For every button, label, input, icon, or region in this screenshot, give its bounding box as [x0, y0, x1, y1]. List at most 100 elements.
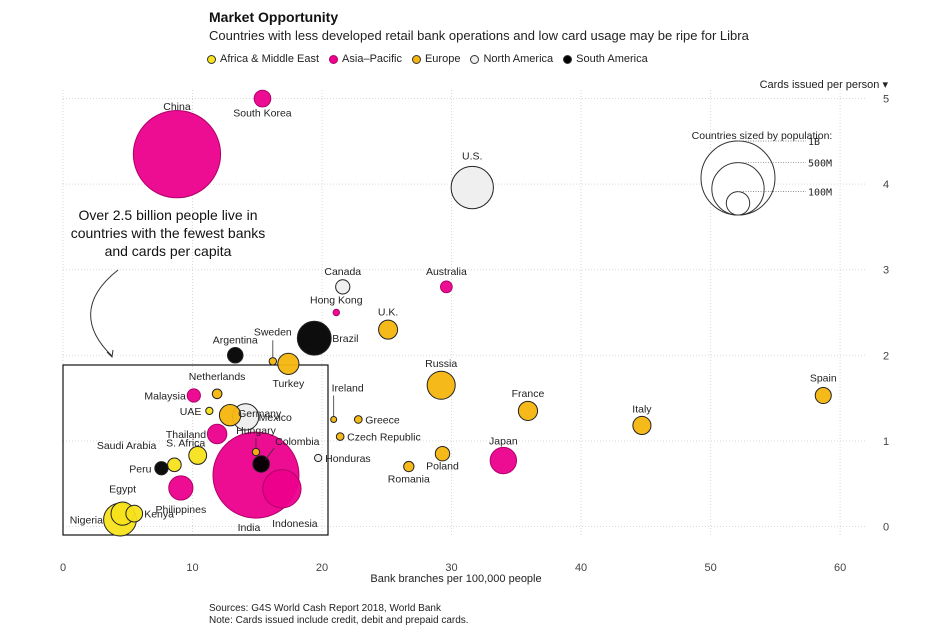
- x-tick-label: 10: [186, 562, 198, 574]
- label-peru: Peru: [129, 463, 151, 475]
- annotation-arrowhead: [106, 349, 114, 359]
- label-spain: Spain: [810, 373, 837, 385]
- data-points: [103, 89, 832, 537]
- point-spain: [814, 386, 832, 405]
- legend-item-south-america: South America: [563, 53, 648, 65]
- legend-label: South America: [576, 53, 648, 65]
- point-malaysia: [186, 388, 201, 403]
- point-kenya: [125, 504, 144, 523]
- size-legend-title: Countries sized by population:: [692, 130, 833, 142]
- point-argentina: [226, 347, 244, 364]
- point-hungary: [251, 447, 261, 457]
- highlight-box: [62, 364, 329, 536]
- note-line: Note: Cards issued include credit, debit…: [209, 615, 469, 626]
- legend-item-north-america: North America: [470, 53, 553, 65]
- legend-label: North America: [483, 53, 554, 65]
- sources-note: Sources: G4S World Cash Report 2018, Wor…: [209, 603, 469, 627]
- point-poland: [434, 445, 451, 462]
- y-tick-label: 2: [883, 350, 889, 362]
- label-canada: Canada: [324, 266, 361, 278]
- label-thailand: Thailand: [166, 429, 206, 441]
- point-greece: [353, 415, 363, 424]
- point-ireland: [330, 415, 338, 423]
- point-thailand: [206, 423, 228, 445]
- point-turkey: [277, 352, 300, 375]
- y-tick-label: 5: [883, 94, 889, 106]
- label-honduras: Honduras: [325, 453, 371, 465]
- label-ireland: Ireland: [332, 382, 364, 394]
- point-uae: [205, 406, 214, 416]
- data-labels: China South Korea U.S. Canada Australia Hong …: [70, 101, 837, 534]
- label-romania: Romania: [388, 474, 430, 486]
- legend-swatch-north-america: [470, 54, 480, 64]
- label-u-s-: U.S.: [462, 151, 482, 163]
- label-brazil: Brazil: [332, 333, 358, 345]
- label-russia: Russia: [425, 358, 457, 370]
- label-egypt: Egypt: [109, 484, 136, 496]
- label-australia: Australia: [426, 266, 467, 278]
- legend-swatch-south-america: [563, 54, 573, 64]
- label-germany: Germany: [238, 408, 282, 420]
- label-netherlands: Netherlands: [189, 371, 246, 383]
- legend-label: Africa & Middle East: [220, 53, 320, 65]
- y-tick-label: 4: [883, 179, 889, 191]
- label-philippines: Philippines: [155, 504, 206, 516]
- label-indonesia: Indonesia: [272, 518, 318, 530]
- label-turkey: Turkey: [273, 378, 305, 390]
- x-tick-label: 50: [704, 562, 716, 574]
- label-south-korea: South Korea: [233, 108, 292, 120]
- point-philippines: [168, 475, 194, 501]
- legend-label: Asia–Pacific: [342, 53, 402, 65]
- x-axis-label: Bank branches per 100,000 people: [370, 573, 541, 585]
- label-greece: Greece: [365, 414, 400, 426]
- legend-swatch-africa-middle-east: [207, 54, 216, 64]
- y-tick-label: 3: [883, 265, 889, 277]
- x-tick-label: 20: [316, 562, 328, 574]
- legend-swatch-asia-pacific: [329, 54, 339, 64]
- legend-swatch-europe: [411, 54, 421, 64]
- label-czech-republic: Czech Republic: [347, 432, 421, 444]
- label-argentina: Argentina: [213, 334, 258, 346]
- point-russia: [426, 370, 456, 400]
- point-china: [132, 110, 222, 199]
- label-uae: UAE: [180, 406, 202, 418]
- label-sweden: Sweden: [254, 326, 292, 338]
- point-netherlands: [211, 388, 223, 400]
- point-japan: [489, 446, 518, 475]
- point-australia: [440, 280, 453, 294]
- point-italy: [632, 415, 652, 436]
- point-s-africa: [188, 446, 208, 465]
- y-tick-label: 1: [883, 436, 889, 448]
- point-indonesia: [262, 469, 302, 509]
- leader-line: [264, 447, 275, 461]
- label-italy: Italy: [632, 403, 652, 415]
- label-s-africa: S. Africa: [166, 437, 205, 449]
- point-south-korea: [253, 89, 272, 108]
- size-legend: Countries sized by population:1B 500M 100M: [692, 130, 833, 216]
- label-saudi-arabia: Saudi Arabia: [97, 440, 157, 452]
- x-tick-label: 40: [575, 562, 587, 574]
- annotation-text: Over 2.5 billion people live in countrie…: [70, 207, 266, 259]
- label-u-k-: U.K.: [378, 307, 398, 319]
- size-legend-circle: [725, 191, 751, 216]
- point-hong-kong: [332, 308, 340, 317]
- label-france: France: [512, 388, 545, 400]
- chart-subtitle: Countries with less developed retail ban…: [209, 28, 749, 43]
- x-tick-label: 0: [60, 562, 66, 574]
- x-tick-label: 60: [834, 562, 846, 574]
- point-honduras: [314, 453, 323, 463]
- point-france: [517, 400, 539, 421]
- point-u-s-: [450, 165, 494, 210]
- point-peru: [154, 461, 169, 476]
- point-brazil: [296, 320, 332, 356]
- chart-title: Market Opportunity: [209, 9, 339, 25]
- point-canada: [335, 279, 351, 295]
- y-tick-label: 0: [883, 521, 889, 533]
- legend-label: Europe: [424, 53, 461, 65]
- point-sweden: [268, 357, 278, 366]
- region-legend: Africa & Middle East Asia–Pacific Europe…: [207, 53, 648, 65]
- label-malaysia: Malaysia: [144, 391, 186, 403]
- label-kenya: Kenya: [144, 509, 174, 521]
